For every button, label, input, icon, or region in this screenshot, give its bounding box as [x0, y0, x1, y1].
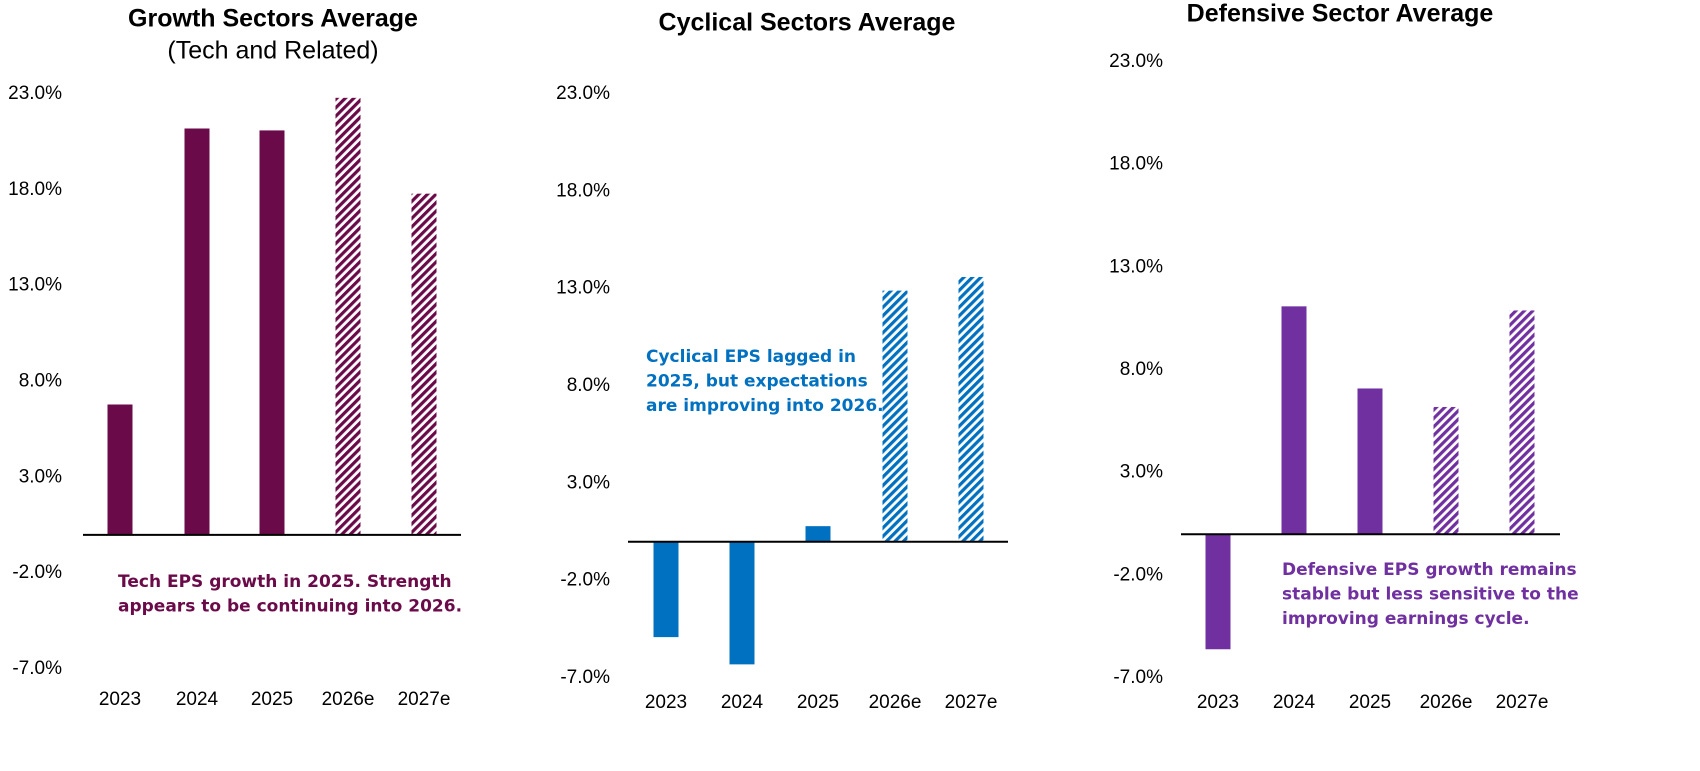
bar [184, 128, 210, 535]
y-tick-label: 3.0% [19, 466, 62, 487]
bar [958, 276, 984, 542]
y-tick-label: -7.0% [12, 658, 62, 679]
bar [882, 290, 908, 542]
x-tick-label: 2026e [322, 689, 375, 710]
y-tick-label: 3.0% [1120, 462, 1163, 483]
y-tick-label: -7.0% [1113, 667, 1163, 688]
x-tick-label: 2023 [645, 692, 687, 713]
y-tick-label: 8.0% [567, 375, 610, 396]
annotation: stable but less sensitive to the [1282, 585, 1579, 605]
y-tick-label: 8.0% [19, 371, 62, 392]
annotation: Tech EPS growth in 2025. Strength [118, 572, 452, 592]
annotation: 2025, but expectations [646, 372, 868, 392]
bar [1357, 388, 1383, 535]
chart-subtitle: (Tech and Related) [167, 37, 378, 65]
y-tick-label: 23.0% [1109, 51, 1163, 72]
x-tick-label: 2026e [869, 692, 922, 713]
x-tick-label: 2024 [176, 689, 219, 710]
chart-title: Defensive Sector Average [1187, 0, 1494, 28]
annotation: improving earnings cycle. [1282, 609, 1530, 629]
x-tick-label: 2025 [1349, 692, 1391, 713]
y-tick-label: 13.0% [1109, 256, 1163, 277]
x-tick-label: 2023 [1197, 692, 1239, 713]
x-tick-label: 2025 [797, 692, 839, 713]
y-tick-label: -2.0% [560, 570, 610, 591]
annotation: Cyclical EPS lagged in [646, 347, 856, 367]
x-tick-label: 2023 [99, 689, 141, 710]
y-tick-label: 18.0% [556, 180, 610, 201]
x-tick-label: 2024 [1273, 692, 1316, 713]
x-tick-label: 2026e [1420, 692, 1473, 713]
y-tick-label: 23.0% [556, 83, 610, 104]
x-tick-label: 2025 [251, 689, 293, 710]
y-tick-label: 18.0% [1109, 154, 1163, 175]
x-tick-label: 2027e [398, 689, 451, 710]
bar [729, 541, 755, 665]
y-tick-label: 23.0% [8, 83, 62, 104]
bar [335, 97, 361, 535]
x-tick-label: 2027e [945, 692, 998, 713]
y-tick-label: 13.0% [556, 278, 610, 299]
bar [411, 193, 437, 535]
annotation: Defensive EPS growth remains [1282, 560, 1577, 580]
y-tick-label: -2.0% [12, 562, 62, 583]
bar [1433, 406, 1459, 535]
y-tick-label: 8.0% [1120, 359, 1163, 380]
bar [805, 526, 831, 542]
y-tick-label: -7.0% [560, 667, 610, 688]
y-tick-label: -2.0% [1113, 564, 1163, 585]
x-tick-label: 2027e [1496, 692, 1549, 713]
bar [1509, 310, 1535, 535]
bar [1281, 306, 1307, 535]
chart-title: Growth Sectors Average [128, 5, 418, 33]
bar [107, 404, 133, 535]
bar [1205, 534, 1231, 650]
x-tick-label: 2024 [721, 692, 764, 713]
bar [653, 541, 679, 638]
bar [259, 130, 285, 535]
chart-title: Cyclical Sectors Average [659, 9, 956, 37]
y-tick-label: 13.0% [8, 275, 62, 296]
annotation: appears to be continuing into 2026. [118, 597, 462, 617]
y-tick-label: 3.0% [567, 472, 610, 493]
annotation: are improving into 2026. [646, 396, 884, 416]
y-tick-label: 18.0% [8, 179, 62, 200]
